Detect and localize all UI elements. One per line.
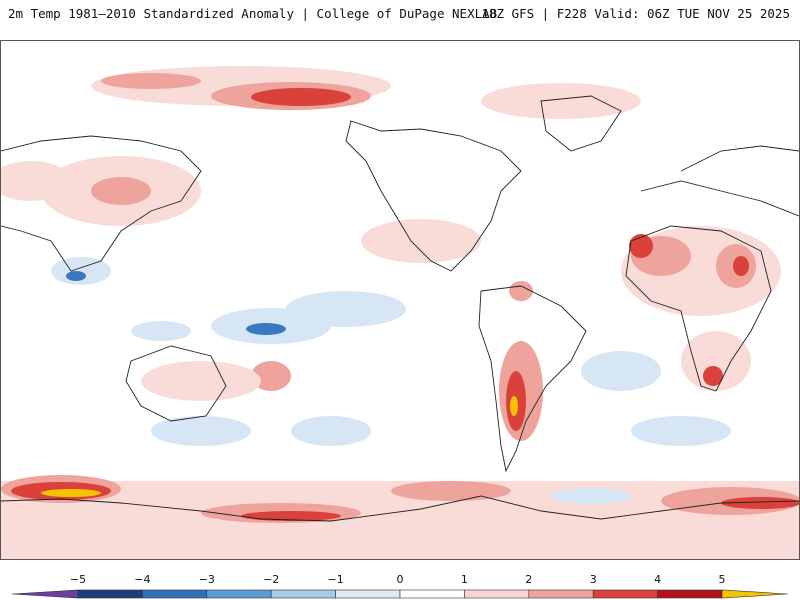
warm-anomaly-south-america	[499, 281, 543, 441]
legend-arrow-high	[721, 589, 789, 599]
legend-swatch	[592, 589, 658, 599]
warm-anomaly-arctic	[1, 66, 641, 226]
legend-tick-label: 5	[718, 573, 726, 586]
legend-swatch	[528, 589, 594, 599]
legend-arrow-low	[11, 589, 79, 599]
warm-anomaly-antarctic	[1, 475, 799, 559]
legend-tick-label: −4	[134, 573, 151, 586]
legend-swatch	[270, 589, 336, 599]
legend-tick-label: −3	[198, 573, 215, 586]
legend-swatch	[657, 589, 723, 599]
legend-tick-label: −1	[327, 573, 344, 586]
legend-swatch	[142, 589, 208, 599]
legend-tick-label: 4	[654, 573, 662, 586]
legend-swatch	[206, 589, 272, 599]
color-scale-legend: −5 −4 −3 −2 −1 0 1 2 3 4 5	[0, 568, 800, 600]
legend-tick-label: −5	[69, 573, 87, 586]
legend-tick-label: −2	[263, 573, 280, 586]
legend-tick-label: 0	[396, 573, 404, 586]
map-header: 2m Temp 1981–2010 Standardized Anomaly |…	[0, 0, 800, 30]
map-canvas	[1, 66, 799, 559]
anomaly-map	[0, 40, 800, 560]
model-run-valid-time: 18Z GFS | F228 Valid: 06Z TUE NOV 25 202…	[481, 6, 790, 21]
coastlines	[1, 95, 799, 522]
legend-swatch	[335, 589, 401, 599]
legend-tick-label: 3	[589, 573, 597, 586]
legend-swatch	[464, 589, 530, 599]
warm-anomaly-africa	[621, 226, 781, 391]
legend-tick-label: 1	[460, 573, 468, 586]
color-scale-bar	[11, 589, 789, 599]
legend-swatch	[77, 589, 143, 599]
product-title: 2m Temp 1981–2010 Standardized Anomaly |…	[8, 6, 498, 21]
legend-swatch	[399, 589, 465, 599]
legend-tick-label: 2	[525, 573, 533, 586]
